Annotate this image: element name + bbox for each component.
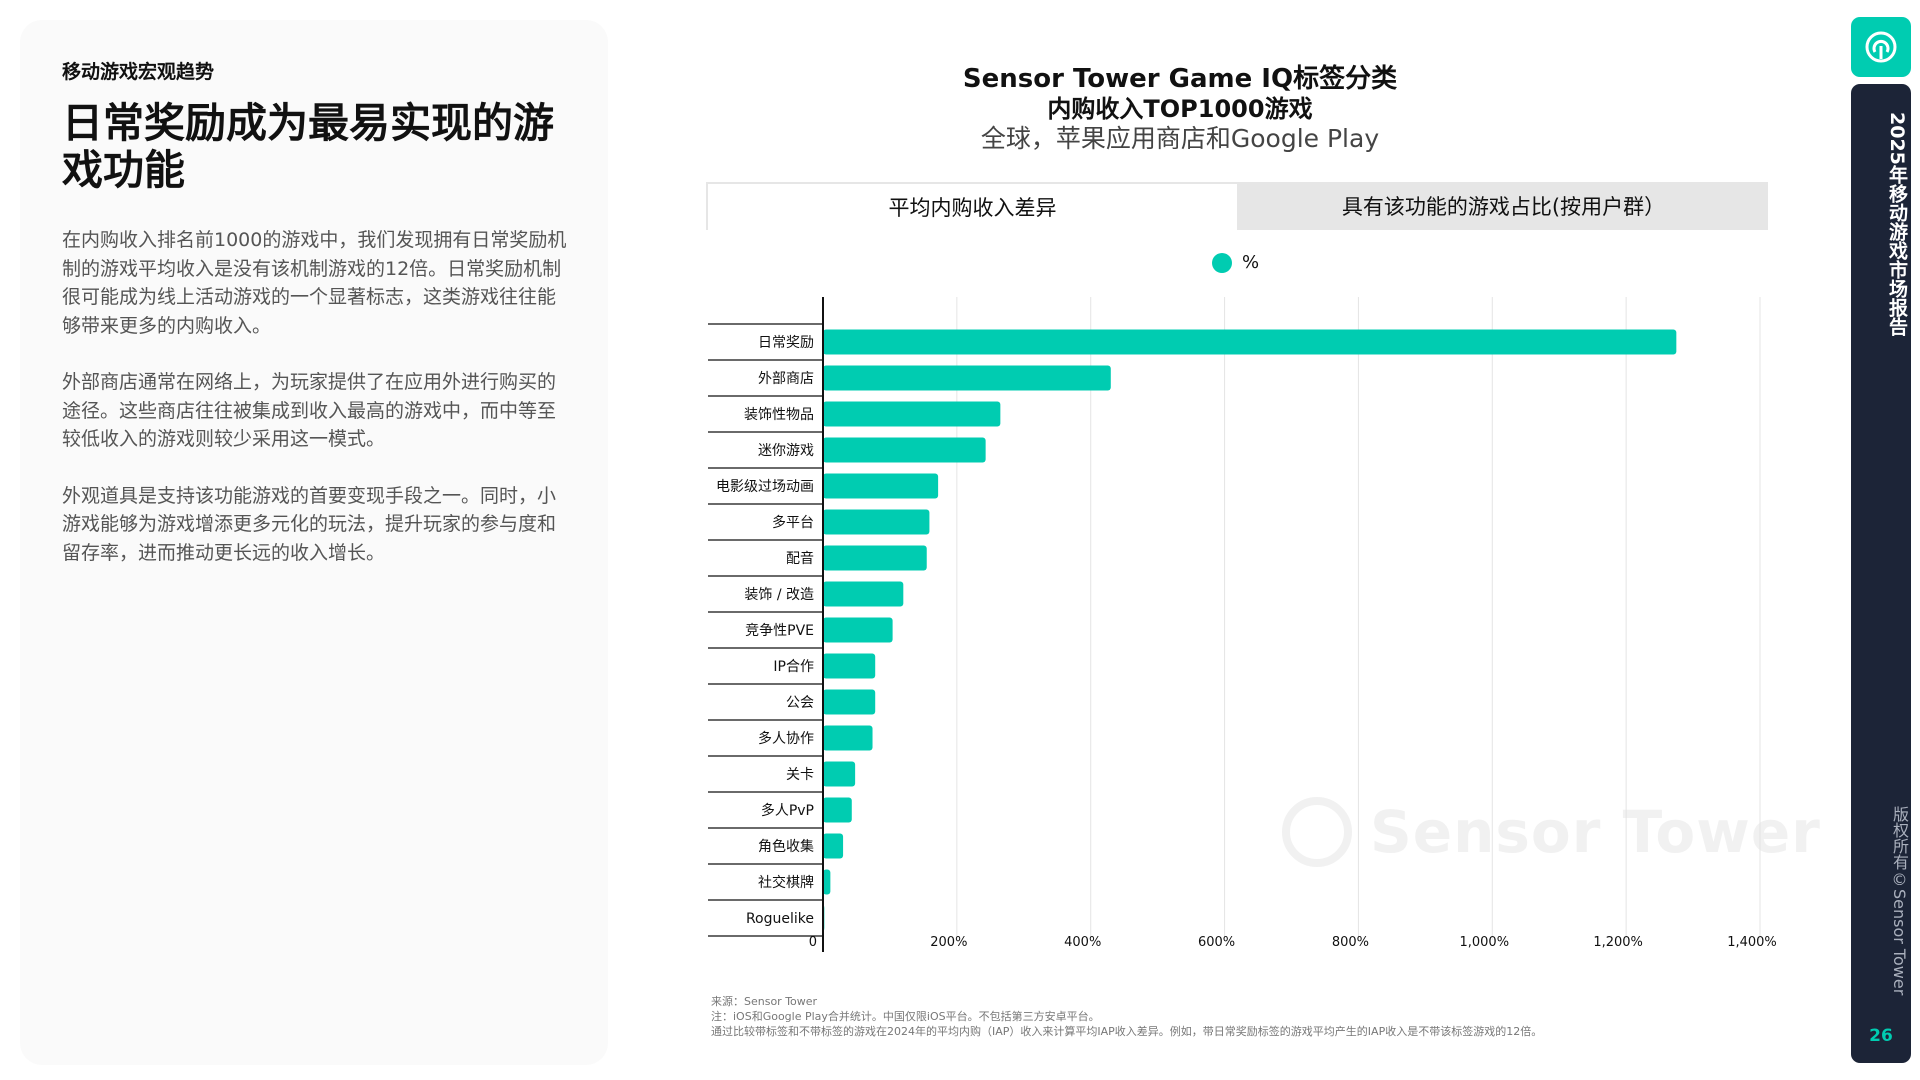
category-label: IP合作 [773, 659, 814, 675]
page-title: 日常奖励成为最易实现的游戏功能 [62, 99, 554, 194]
body-text: 在内购收入排名前1000的游戏中，我们发现拥有日常奖励机制的游戏平均收入是没有该… [62, 226, 572, 595]
report-title: 2025年移动游戏市场报告 [1886, 112, 1908, 336]
category-label: 日常奖励 [758, 334, 814, 351]
bar [823, 401, 1001, 427]
x-tick-label: 1,400% [1727, 935, 1777, 950]
category-label: 迷你游戏 [758, 443, 814, 459]
category-label: 装饰性物品 [744, 407, 814, 423]
category-label: 角色收集 [758, 838, 814, 855]
bar [823, 653, 876, 679]
bar [823, 581, 904, 607]
category-label: Roguelike [746, 911, 814, 927]
chart-title-line1: Sensor Tower Game IQ标签分类 [962, 64, 1398, 94]
category-label: 多人PvP [761, 802, 814, 819]
paragraph-3: 外观道具是支持该功能游戏的首要变现手段之一。同时，小游戏能够为游戏增添更多元化的… [62, 484, 557, 564]
page-number: 26 [1869, 1026, 1893, 1046]
x-tick-label: 1,000% [1459, 935, 1509, 950]
bar [823, 329, 1677, 355]
x-tick-label: 0 [809, 935, 817, 950]
method-note: 通过比较带标签和不带标签的游戏在2024年的平均内购（IAP）收入来计算平均IA… [711, 1025, 1543, 1038]
watermark: Sensor Tower [1282, 797, 1821, 867]
copyright: 版权所有©Sensor Tower [1890, 806, 1909, 996]
watermark-logo-icon [1282, 797, 1352, 867]
category-label: 公会 [786, 695, 814, 711]
bar [823, 437, 986, 463]
category-label: 多平台 [772, 514, 814, 531]
x-tick-label: 200% [930, 935, 967, 950]
bar [823, 617, 893, 643]
legend-label: % [1242, 252, 1260, 273]
legend-swatch-icon [1212, 252, 1232, 273]
sidebar: 2025年移动游戏市场报告 版权所有©Sensor Tower 26 [1851, 84, 1911, 1063]
x-tick-label: 1,200% [1593, 935, 1643, 950]
bar [823, 545, 927, 571]
bar [823, 689, 876, 715]
chart-tabs: 平均内购收入差异 具有该功能的游戏占比(按用户群） [706, 182, 1768, 230]
platform-note: 注：iOS和Google Play合并统计。中国仅限iOS平台。不包括第三方安卓… [711, 1010, 1100, 1023]
section-label: 移动游戏宏观趋势 [62, 61, 215, 83]
bar [823, 869, 831, 895]
x-tick-label: 400% [1064, 935, 1101, 950]
category-label: 社交棋牌 [758, 874, 814, 891]
category-label: 配音 [786, 550, 814, 567]
tab-avg-iap-revenue-diff[interactable]: 平均内购收入差异 [706, 182, 1239, 230]
category-label: 装饰 / 改造 [744, 587, 814, 603]
watermark-text: Sensor Tower [1370, 798, 1821, 866]
category-label: 竞争性PVE [745, 622, 814, 639]
bar [823, 833, 844, 859]
paragraph-1: 在内购收入排名前1000的游戏中，我们发现拥有日常奖励机制的游戏平均收入是没有该… [62, 229, 567, 337]
category-label: 外部商店 [758, 371, 814, 387]
category-label: 电影级过场动画 [716, 479, 814, 495]
source-note: 来源：Sensor Tower [711, 995, 818, 1008]
chart-legend: % [1212, 252, 1259, 273]
bar [823, 761, 856, 787]
sensor-tower-logo-icon[interactable] [1851, 17, 1911, 77]
category-label: 多人协作 [758, 730, 814, 747]
bar [823, 797, 852, 823]
bar [823, 473, 939, 499]
paragraph-2: 外部商店通常在网络上，为玩家提供了在应用外进行购买的途径。这些商店往往被集成到收… [62, 371, 557, 450]
bar [823, 725, 873, 751]
x-tick-label: 800% [1332, 935, 1369, 950]
chart-subtitle: 全球，苹果应用商店和Google Play [980, 124, 1380, 153]
bar [823, 509, 930, 535]
x-tick-label: 600% [1198, 935, 1235, 950]
chart-notes: 来源：Sensor Tower 注：iOS和Google Play合并统计。中国… [711, 994, 1542, 1039]
tab-feature-share-by-users[interactable]: 具有该功能的游戏占比(按用户群） [1341, 195, 1666, 219]
chart-title-line2: 内购收入TOP1000游戏 [1047, 95, 1313, 123]
category-label: 关卡 [786, 767, 814, 783]
bar [823, 365, 1111, 391]
left-panel [20, 20, 608, 1065]
